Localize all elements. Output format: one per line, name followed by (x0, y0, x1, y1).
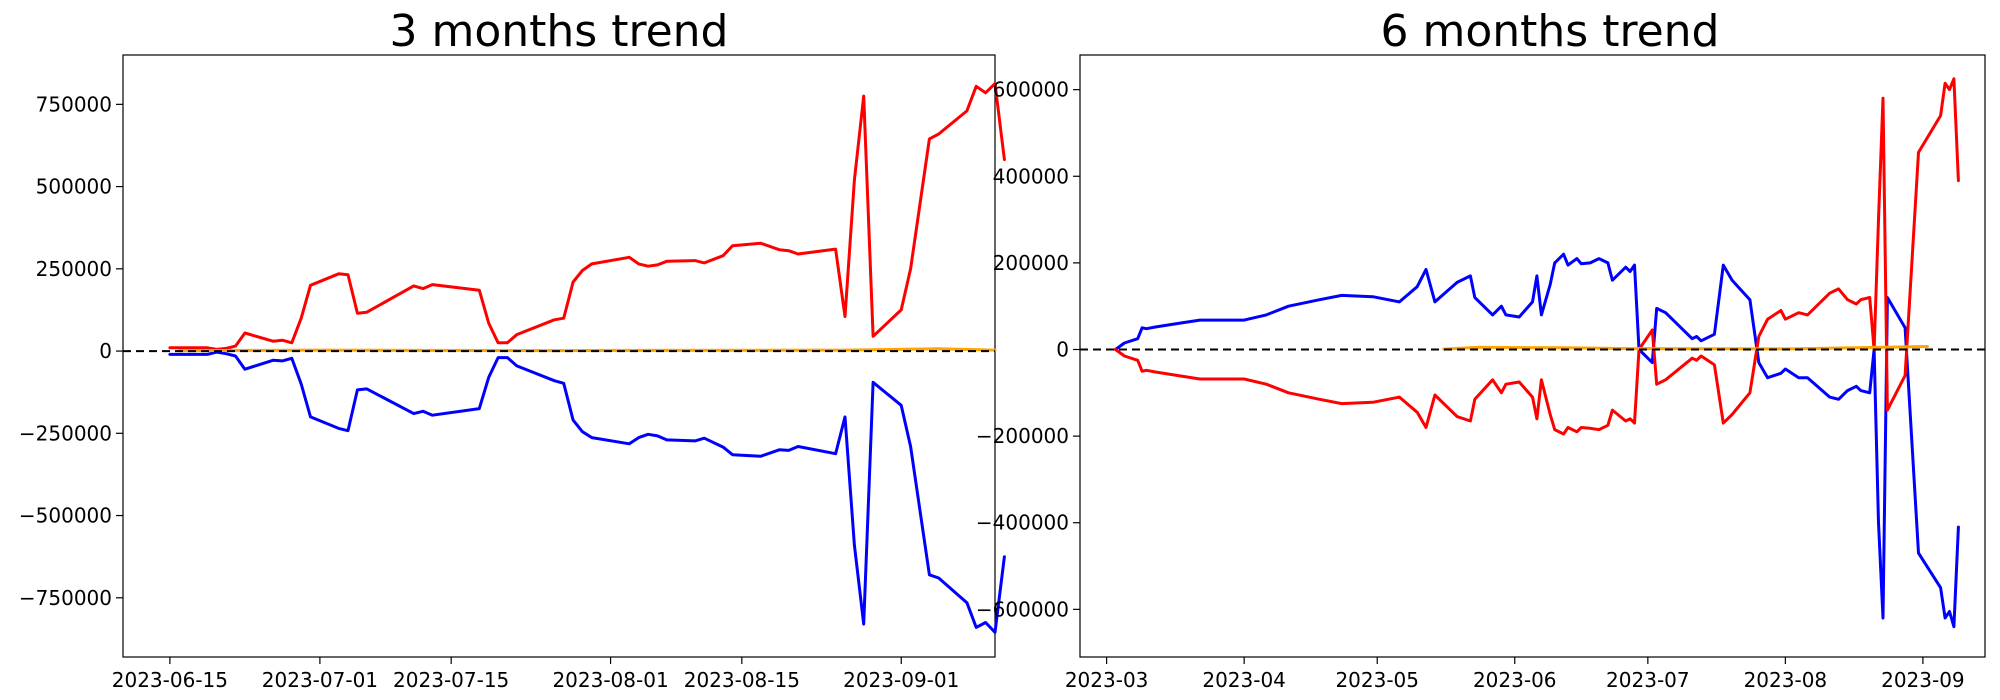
series-line-2 (1442, 345, 1929, 351)
y-tick-label: 250000 (36, 257, 112, 281)
y-tick-label: 500000 (36, 175, 112, 199)
y-tick-label: −250000 (19, 421, 112, 445)
y-tick-label: 0 (99, 339, 112, 363)
x-tick-label: 2023-07-15 (393, 668, 509, 692)
x-tick-label: 2023-08 (1744, 668, 1828, 692)
series-line-2 (177, 347, 997, 353)
x-tick-label: 2023-08-01 (552, 668, 668, 692)
x-tick-label: 2023-07 (1606, 668, 1690, 692)
chart-title: 3 months trend (390, 6, 729, 57)
x-tick-label: 2023-07-01 (262, 668, 378, 692)
y-tick-label: −200000 (976, 424, 1069, 448)
x-tick-label: 2023-04 (1202, 668, 1286, 692)
series-line-1 (1114, 77, 1960, 436)
x-tick-label: 2023-09 (1881, 668, 1965, 692)
series-line-0 (168, 82, 1006, 351)
x-tick-label: 2023-06-15 (112, 668, 228, 692)
y-tick-label: −500000 (19, 504, 112, 528)
plot-frame (122, 54, 996, 658)
y-tick-label: −750000 (19, 586, 112, 610)
x-tick-label: 2023-03 (1065, 668, 1149, 692)
x-tick-label: 2023-08-15 (684, 668, 800, 692)
y-tick-label: 200000 (993, 251, 1069, 275)
y-tick-label: −400000 (976, 511, 1069, 535)
chart-title: 6 months trend (1381, 6, 1720, 57)
x-tick-label: 2023-09-01 (843, 668, 959, 692)
y-tick-label: −600000 (976, 597, 1069, 621)
series-line-1 (168, 350, 1006, 634)
series-line-0 (1114, 252, 1960, 629)
x-tick-label: 2023-06 (1473, 668, 1557, 692)
y-tick-label: 0 (1056, 338, 1069, 362)
plot-frame (1079, 54, 1986, 658)
x-tick-label: 2023-05 (1335, 668, 1419, 692)
y-tick-label: 750000 (36, 92, 112, 116)
chart-6-months: 6 months trend 600000 400000 200000 0 −200000… (976, 6, 1986, 692)
y-tick-label: 600000 (993, 78, 1069, 102)
chart-3-months: 3 months trend 750000 500000 250000 0 −250000… (19, 6, 1006, 692)
y-tick-label: 400000 (993, 164, 1069, 188)
